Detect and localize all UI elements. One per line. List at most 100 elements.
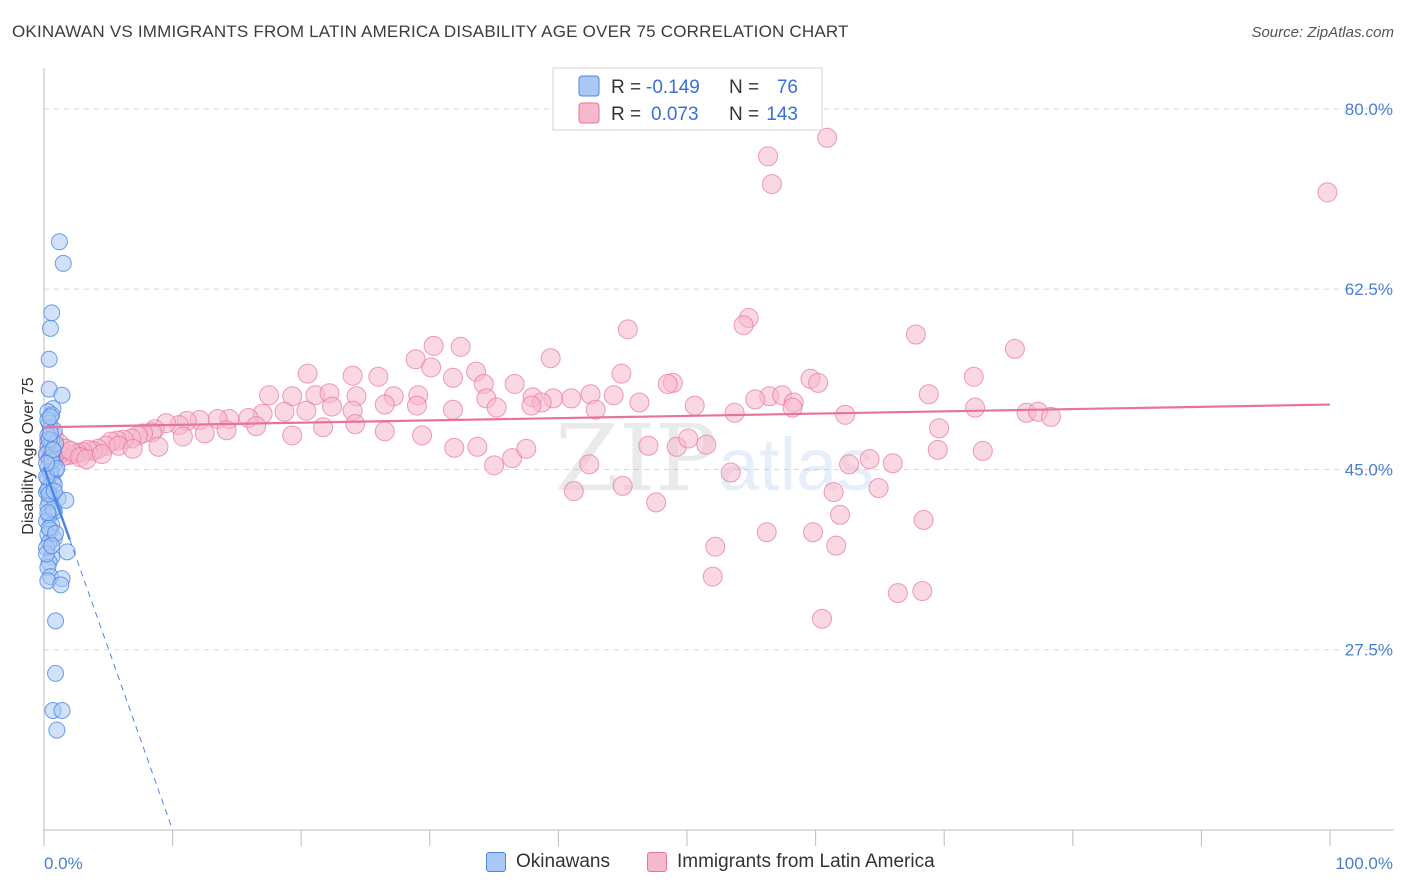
legend-swatch-pink [578,102,600,124]
pink-point-136 [826,535,847,556]
pink-point-47 [724,402,745,423]
blue-point-6 [53,386,71,404]
pink-point-112 [282,425,303,446]
x-tick-label-0: 0.0% [44,854,83,873]
blue-point-3 [41,319,59,337]
pink-point-24 [657,373,678,394]
pink-point-13 [405,349,426,370]
blue-point-1 [54,254,72,272]
pink-point-32 [259,385,280,406]
blue-points [38,233,76,739]
pink-point-114 [345,414,366,435]
legend-n-value-2: 143 [766,104,798,125]
grid-lines [44,108,1394,651]
legend-swatch-blue [578,75,600,97]
pink-point-108 [172,426,193,447]
pink-point-3 [1317,182,1338,203]
pink-point-106 [122,438,143,459]
pink-point-129 [696,434,717,455]
pink-point-121 [516,438,537,459]
pink-point-116 [412,425,433,446]
pink-point-117 [444,437,465,458]
pink-point-46 [684,395,705,416]
pink-point-146 [887,583,908,604]
pink-point-118 [467,436,488,457]
legend-r-value-1: -0.149 [646,77,700,98]
blue-point-72 [43,537,61,555]
pink-point-125 [638,435,659,456]
pink-point-126 [646,492,667,513]
pink-points [37,127,1338,629]
legend-n-label-2: N = [729,104,759,125]
pink-point-56 [629,392,650,413]
bottom-legend-label-okinawans: Okinawans [516,851,610,872]
blue-point-48 [52,576,70,594]
pink-point-12 [423,335,444,356]
pink-point-26 [808,372,829,393]
pink-point-139 [868,477,889,498]
pink-point-133 [803,522,824,543]
blue-point-50 [47,664,65,682]
blue-point-65 [39,504,57,522]
legend-r-label-1: R = [611,77,641,98]
blue-point-49 [47,612,65,630]
pink-point-123 [579,454,600,475]
pink-point-147 [912,581,933,602]
pink-point-11 [450,336,471,357]
blue-trend-line [42,466,71,540]
pink-point-16 [442,367,463,388]
pink-point-110 [216,420,237,441]
pink-point-18 [368,366,389,387]
x-tick-label-1: 100.0% [1335,854,1393,873]
pink-point-107 [148,436,169,457]
legend-box: R = -0.149 N = 76 R = 0.073 N = 143 [552,67,823,131]
pink-point-122 [563,481,584,502]
pink-point-104 [91,444,112,464]
bottom-legend-swatch-blue [486,852,506,872]
pink-point-63 [322,396,343,417]
pink-point-45 [745,389,766,410]
bottom-legend: Okinawans Immigrants from Latin America [0,851,1406,879]
y-tick-label-2: 62.5% [1345,280,1393,299]
pink-point-141 [913,509,934,530]
x-tick-labels: 0.0% 100.0% [44,854,1393,873]
pink-point-21 [611,363,632,384]
bottom-legend-item-latin-america: Immigrants from Latin America [647,851,935,873]
chart-title: OKINAWAN VS IMMIGRANTS FROM LATIN AMERIC… [12,22,849,41]
pink-point-22 [504,373,525,394]
y-tick-label-1: 45.0% [1345,460,1393,479]
pink-point-134 [823,482,844,503]
pink-point-115 [374,421,395,442]
y-tick-label-0: 27.5% [1345,641,1393,660]
pink-point-132 [756,522,777,543]
blue-point-74 [38,454,56,472]
pink-point-120 [502,448,523,469]
legend-r-value-2: 0.073 [651,104,699,125]
pink-point-48 [965,397,986,418]
pink-point-14 [421,357,442,378]
blue-point-73 [41,408,59,426]
pink-point-130 [705,536,726,557]
blue-point-31 [57,491,75,509]
pink-point-6 [617,319,638,340]
pink-point-7 [905,324,926,345]
pink-point-55 [782,397,803,418]
y-tick-label-3: 80.0% [1345,100,1393,119]
pink-point-143 [972,440,993,461]
blue-point-52 [53,702,71,720]
pink-point-65 [274,401,295,422]
blue-point-53 [48,721,66,739]
pink-point-49 [918,384,939,405]
blue-point-0 [50,233,68,251]
trend-lines [42,403,1331,831]
pink-point-53 [929,418,950,439]
pink-point-140 [882,453,903,474]
pink-point-128 [678,428,699,449]
pink-point-52 [1040,406,1061,427]
pink-point-9 [963,366,984,387]
bottom-legend-item-okinawans: Okinawans [486,851,610,873]
pink-point-58 [486,397,507,418]
pink-point-137 [839,454,860,475]
blue-trend-line-extension [69,539,174,831]
